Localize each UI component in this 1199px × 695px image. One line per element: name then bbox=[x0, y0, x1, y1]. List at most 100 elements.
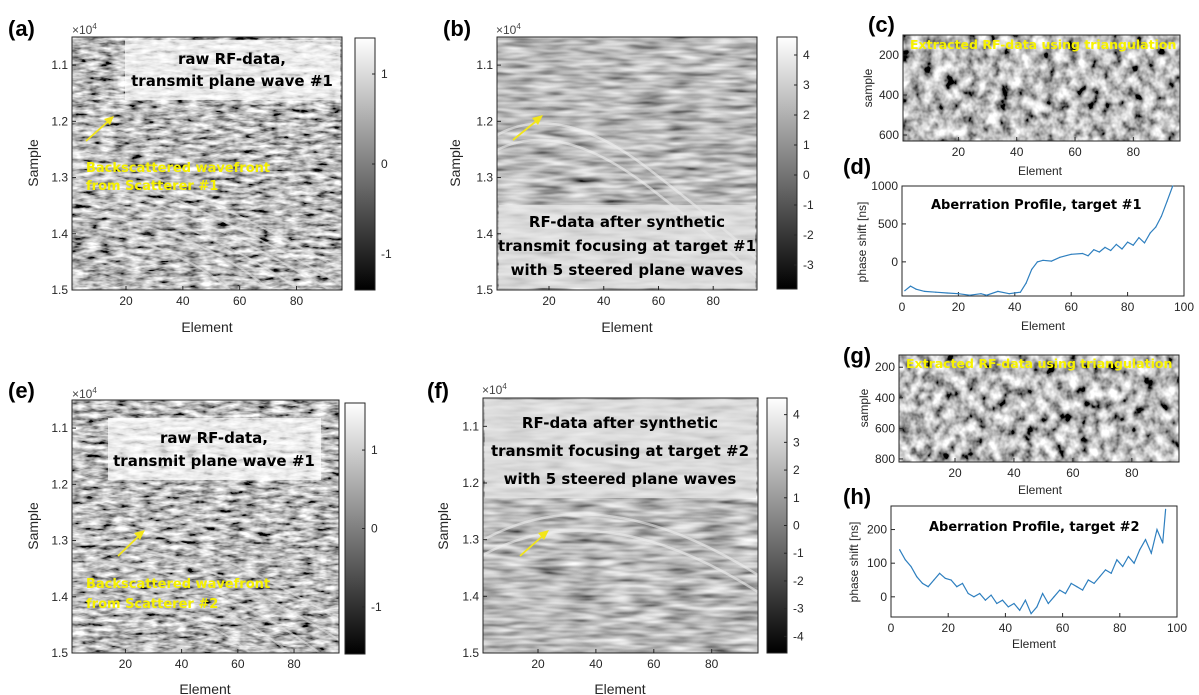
panel-b-ticks: 20 40 60 80 1.1 1.2 1.3 1.4 1.5 bbox=[476, 58, 720, 308]
panel-f-colorbar-tick-label: 2 bbox=[793, 463, 800, 477]
panel-h-data-point bbox=[1064, 592, 1067, 595]
panel-h-xtick-label: 60 bbox=[1056, 621, 1070, 635]
panel-f-colorbar-tick-label: -4 bbox=[793, 629, 804, 643]
panel-a-ytick-label: 1.1 bbox=[51, 58, 68, 72]
panel-e-note-line1: raw RF-data, bbox=[160, 429, 268, 447]
panel-h-data-point bbox=[1099, 576, 1101, 578]
panel-h-data-point bbox=[1042, 592, 1044, 595]
panel-h-data-point bbox=[944, 577, 946, 579]
panel-e-ylabel: Sample bbox=[25, 502, 41, 550]
panel-h-data-point bbox=[967, 592, 969, 595]
panel-d-data-point bbox=[1115, 243, 1117, 245]
panel-h-data-point bbox=[1047, 602, 1049, 605]
panel-e-ytick-label: 1.2 bbox=[51, 477, 68, 491]
panel-b-label: (b) bbox=[443, 16, 471, 41]
panel-d-ytick-label: 0 bbox=[891, 255, 898, 269]
panel-b-note-line3: with 5 steered plane waves bbox=[511, 261, 744, 279]
panel-d-data-point bbox=[1042, 259, 1044, 261]
panel-d-data-point bbox=[904, 290, 906, 292]
panel-h: (h) Aberration Profile, target #2 0 20 40 6… bbox=[843, 484, 1187, 651]
panel-a-colorbar-tick-label: -1 bbox=[381, 247, 392, 261]
panel-b-ytick-label: 1.2 bbox=[476, 114, 493, 128]
panel-c-label: (c) bbox=[868, 12, 895, 37]
panel-d-data-point bbox=[1098, 251, 1100, 253]
panel-f-colorbar-tick-label: -3 bbox=[793, 602, 804, 616]
panel-b-colorbar-tick-label: 2 bbox=[803, 108, 810, 122]
panel-f-colorbar-tick-label: 4 bbox=[793, 408, 800, 422]
panel-d-ticks: 0 20 40 60 80 100 1000 500 0 bbox=[871, 179, 1194, 314]
panel-h-data-point bbox=[1162, 542, 1164, 544]
panel-b-ytick-label: 1.3 bbox=[476, 171, 493, 185]
panel-h-ytick-label: 200 bbox=[867, 523, 887, 537]
panel-d-data-point bbox=[1019, 291, 1022, 293]
panel-a-xtick-label: 80 bbox=[290, 294, 304, 308]
panel-c-axes-frame bbox=[902, 34, 1181, 142]
panel-e-ytick-label: 1.4 bbox=[51, 590, 68, 604]
panel-d-label: (d) bbox=[843, 154, 871, 179]
panel-g-xtick-label: 60 bbox=[1066, 466, 1080, 480]
panel-h-data-point bbox=[1087, 579, 1089, 581]
panel-d-data-point bbox=[1160, 215, 1162, 217]
panel-e-wavefronts bbox=[72, 519, 339, 653]
panel-e: (e) ×104 raw RF-data, transmit plane wav… bbox=[8, 378, 382, 695]
panel-g-ticks: 20 40 60 80 200 400 600 800 bbox=[875, 360, 1139, 480]
panel-e-xtick-label: 80 bbox=[287, 657, 301, 671]
panel-a-ytick-label: 1.5 bbox=[51, 283, 68, 297]
panel-d-data-point bbox=[1093, 249, 1095, 251]
panel-a-ylabel: Sample bbox=[25, 139, 41, 187]
panel-f-colorbar-ticks: 4 3 2 1 0 -1 -2 -3 -4 bbox=[784, 408, 804, 643]
panel-c-ytick-label: 400 bbox=[879, 88, 899, 102]
panel-e-xtick-label: 40 bbox=[175, 657, 189, 671]
panel-b-colorbar-tick-label: -2 bbox=[803, 228, 814, 242]
panel-h-data-point bbox=[1116, 559, 1118, 561]
panel-h-data-point bbox=[973, 596, 975, 598]
panel-d-data-point bbox=[946, 292, 948, 294]
panel-h-title: Aberration Profile, target #2 bbox=[929, 520, 1140, 535]
panel-h-data-point bbox=[1024, 599, 1026, 601]
panel-h-data-point bbox=[939, 572, 941, 574]
panel-e-label: (e) bbox=[8, 378, 35, 403]
panel-d-data-point bbox=[1138, 237, 1140, 239]
panel-h-ytick-label: 0 bbox=[880, 590, 887, 604]
panel-e-xlabel: Element bbox=[179, 681, 230, 695]
panel-f-ytick-label: 1.5 bbox=[462, 646, 479, 660]
panel-h-data-point bbox=[1036, 606, 1038, 608]
panel-h-data-point bbox=[1144, 539, 1147, 541]
panel-a-ytick-label: 1.4 bbox=[51, 227, 68, 241]
panel-h-data-point bbox=[1165, 508, 1167, 510]
panel-h-data-point bbox=[1127, 555, 1129, 558]
panel-c-xtick-label: 60 bbox=[1068, 145, 1082, 159]
panel-g-xtick-label: 40 bbox=[1007, 466, 1021, 480]
panel-a-ytick-label: 1.3 bbox=[51, 171, 68, 185]
panel-g-ytick-label: 600 bbox=[875, 421, 895, 435]
panel-e-colorbar-tick-label: 0 bbox=[371, 522, 378, 536]
panel-c-xtick-label: 40 bbox=[1010, 145, 1024, 159]
panel-f-colorbar-tick-label: 3 bbox=[793, 435, 800, 449]
panel-e-note-box bbox=[108, 418, 321, 480]
panel-d-data-point bbox=[957, 293, 960, 295]
panel-e-note-line2: transmit plane wave #1 bbox=[113, 452, 315, 470]
panel-h-xtick-label: 100 bbox=[1167, 621, 1187, 635]
panel-b-colorbar-tick-label: 3 bbox=[803, 78, 810, 92]
panel-d-data-point bbox=[1008, 293, 1010, 295]
panel-b: (b) ×104 RF-data after synthetic transmi… bbox=[443, 16, 814, 335]
panel-e-colorbar-tick-label: 1 bbox=[371, 443, 378, 457]
panel-d-xtick-label: 0 bbox=[899, 300, 906, 314]
panel-f-ticks: 20 40 60 80 1.1 1.2 1.3 1.4 1.5 bbox=[462, 419, 718, 671]
panel-f: (f) ×104 RF-data after synthetic transmi… bbox=[427, 378, 804, 695]
panel-a-y-exponent: ×104 bbox=[72, 22, 97, 37]
panel-d-data-point bbox=[924, 290, 926, 292]
panel-d-data-point bbox=[1132, 244, 1134, 246]
panel-a-xtick-label: 40 bbox=[176, 294, 190, 308]
panel-c-ticks: 20 40 60 80 200 400 600 bbox=[879, 48, 1140, 159]
panel-h-data-point bbox=[1076, 586, 1078, 588]
panel-h-data-point bbox=[979, 592, 981, 595]
panel-d-data-point bbox=[1070, 253, 1072, 255]
panel-b-note-box bbox=[499, 205, 755, 288]
panel-e-arrowhead bbox=[134, 530, 145, 540]
panel-f-note-box bbox=[485, 400, 756, 498]
panel-h-data-point bbox=[927, 586, 929, 588]
panel-h-data-point bbox=[916, 576, 918, 578]
panel-h-data-point bbox=[984, 599, 987, 601]
panel-f-wavefronts bbox=[483, 513, 758, 594]
